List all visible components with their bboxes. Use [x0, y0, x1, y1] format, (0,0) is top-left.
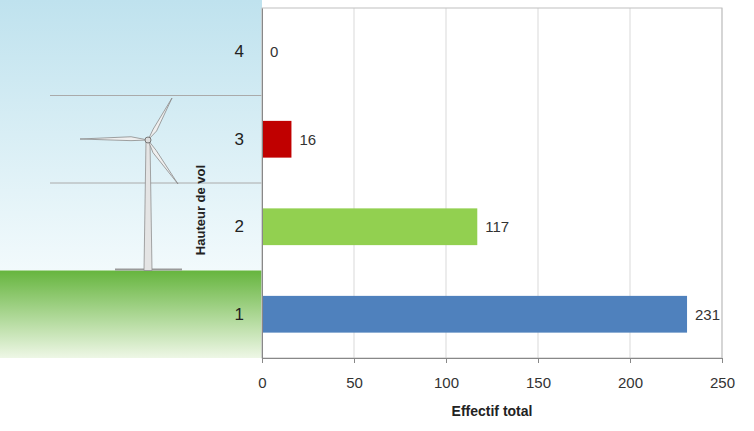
sky	[0, 0, 262, 271]
turbine-blade	[80, 137, 148, 141]
tick-mark	[538, 358, 539, 363]
bars	[262, 121, 687, 333]
tick: 250	[710, 358, 735, 391]
chart: 231 117 16 0 0 50 100 150 200 250 1 2 3 4 Effectif tot…	[0, 0, 754, 431]
tick: 150	[526, 358, 551, 391]
bar	[262, 121, 291, 158]
turbine-hub	[145, 137, 151, 143]
data-label: 117	[485, 218, 509, 235]
tick-label: 2	[235, 217, 244, 236]
tick-label: 150	[526, 374, 551, 391]
axis-line	[262, 9, 263, 359]
x-axis-title: Effectif total	[452, 403, 533, 419]
data-label: 16	[299, 131, 316, 148]
tick-label: 3	[235, 130, 244, 149]
tick: 100	[434, 358, 459, 391]
tick-label: 1	[235, 305, 244, 324]
tick-label: 0	[258, 374, 266, 391]
turbine-tower	[144, 140, 152, 271]
y-axis: 1 2 3 4	[235, 9, 263, 359]
data-label: 0	[270, 43, 278, 60]
illustration	[0, 0, 262, 358]
tick: 3	[235, 130, 244, 149]
turbine-blade	[148, 140, 178, 184]
data-label: 231	[695, 306, 720, 323]
tick-mark	[446, 358, 447, 363]
height-band-line	[50, 95, 262, 96]
tick-label: 4	[235, 42, 244, 61]
tick-mark	[722, 358, 723, 363]
tick-label: 250	[710, 374, 735, 391]
grid	[262, 8, 722, 358]
tick: 4	[235, 42, 244, 61]
x-axis: 0 50 100 150 200 250	[258, 358, 735, 391]
data-labels: 231 117 16 0	[270, 43, 720, 323]
plot-area	[262, 8, 722, 358]
tick: 50	[346, 358, 363, 391]
tick-mark	[630, 358, 631, 363]
axis-line	[263, 359, 723, 364]
tick: 1	[235, 305, 244, 324]
tick: 2	[235, 217, 244, 236]
tick-label: 50	[346, 374, 363, 391]
tick: 0	[258, 358, 266, 391]
bar	[262, 208, 477, 245]
ground	[0, 271, 262, 359]
height-band-line	[50, 183, 262, 184]
tick-mark	[262, 358, 263, 363]
tick-label: 200	[618, 374, 643, 391]
tick: 200	[618, 358, 643, 391]
turbine-blade	[148, 98, 172, 140]
tick-mark	[354, 358, 355, 363]
bar	[262, 296, 687, 333]
plot-frame	[262, 8, 722, 358]
y-axis-title: Hauteur de vol	[193, 165, 208, 255]
tick-label: 100	[434, 374, 459, 391]
